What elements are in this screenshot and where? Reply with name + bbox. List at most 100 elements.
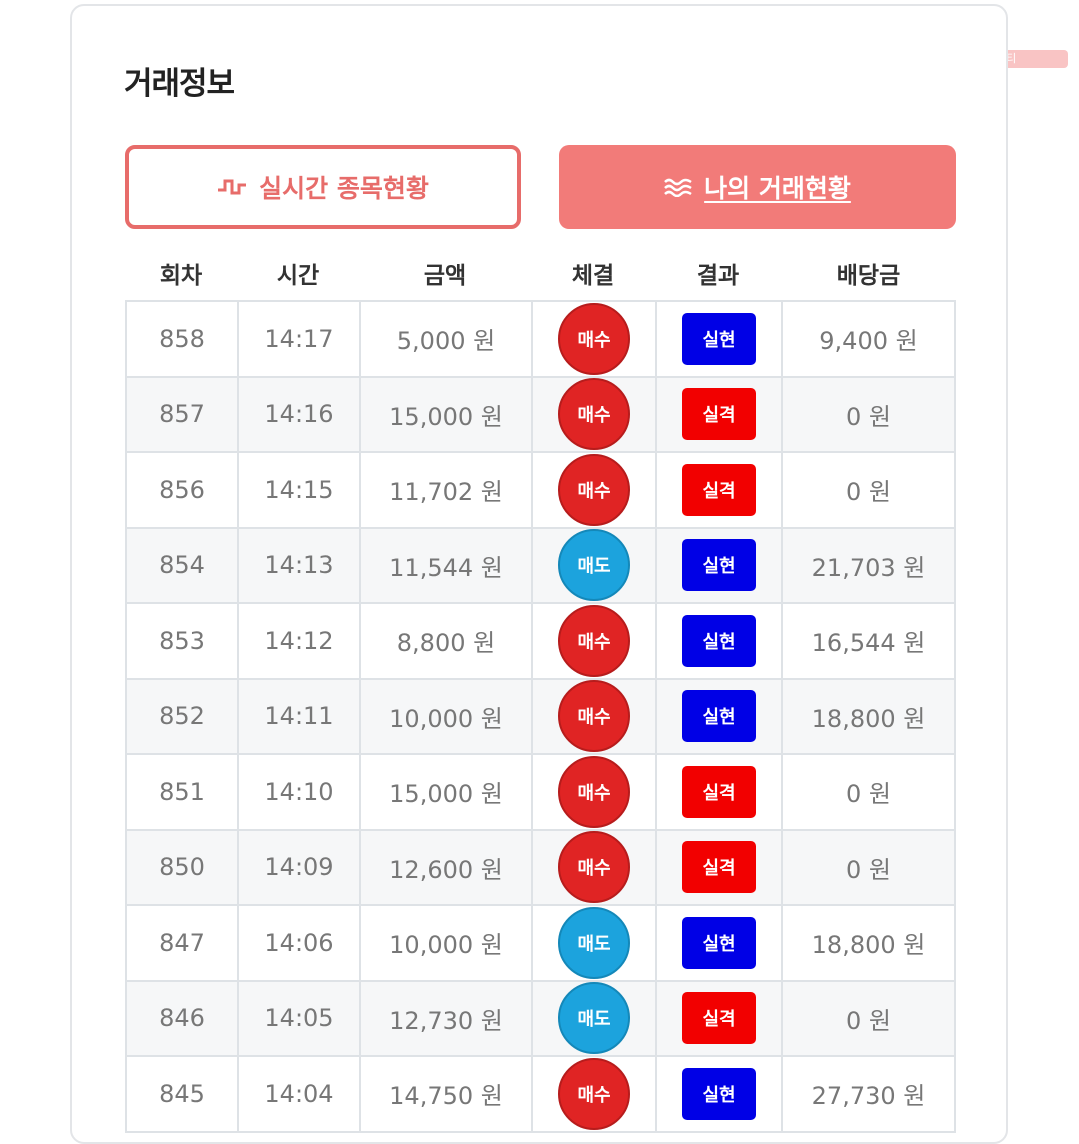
payout-value: 16,544 원	[811, 629, 926, 658]
time-cell: 14:05	[237, 981, 359, 1055]
waves-icon	[664, 178, 692, 197]
round-value: 850	[159, 853, 205, 882]
header-result: 결과	[696, 263, 740, 289]
table-row: 846 14:05 12,730 원 매도 실격 0 원	[125, 981, 956, 1057]
time-cell: 14:15	[237, 453, 359, 527]
payout-value: 21,703 원	[811, 553, 926, 582]
my-trades-label: 나의 거래현황	[704, 174, 851, 203]
round-value: 852	[159, 702, 205, 731]
round-cell: 858	[125, 302, 237, 376]
payout-cell: 9,400 원	[781, 302, 956, 376]
time-cell: 14:09	[237, 830, 359, 904]
result-cell: 실격	[655, 755, 781, 829]
amount-cell: 10,000 원	[359, 906, 531, 980]
payout-value: 0 원	[846, 1006, 891, 1035]
result-cell: 실격	[655, 453, 781, 527]
payout-value: 9,400 원	[819, 327, 918, 356]
result-cell: 실격	[655, 377, 781, 451]
execution-cell: 매수	[531, 453, 655, 527]
result-cell: 실현	[655, 1057, 781, 1131]
round-cell: 856	[125, 453, 237, 527]
round-cell: 857	[125, 377, 237, 451]
amount-cell: 15,000 원	[359, 377, 531, 451]
table-row: 857 14:16 15,000 원 매수 실격 0 원	[125, 377, 956, 453]
round-value: 846	[159, 1004, 205, 1033]
execution-badge: 매도	[558, 906, 630, 979]
page-title: 거래정보	[124, 66, 235, 102]
time-cell: 14:17	[237, 302, 359, 376]
time-value: 14:06	[264, 928, 334, 957]
header-time: 시간	[276, 263, 320, 289]
payout-cell: 0 원	[781, 377, 956, 451]
execution-badge: 매수	[558, 831, 630, 904]
execution-cell: 매수	[531, 604, 655, 678]
payout-cell: 0 원	[781, 981, 956, 1055]
time-cell: 14:11	[237, 679, 359, 753]
result-badge: 실현	[682, 614, 756, 667]
amount-cell: 8,800 원	[359, 604, 531, 678]
trade-table-body: 858 14:17 5,000 원 매수 실현 9,400 원 857 14:16 15,000…	[125, 300, 956, 1133]
payout-cell: 21,703 원	[781, 528, 956, 602]
execution-badge: 매수	[558, 604, 630, 677]
payout-cell: 27,730 원	[781, 1057, 956, 1131]
header-execution: 체결	[571, 263, 615, 289]
result-badge: 실격	[682, 992, 756, 1045]
time-value: 14:12	[264, 626, 334, 655]
live-status-button[interactable]: 실시간 종목현황	[125, 145, 521, 229]
round-cell: 852	[125, 679, 237, 753]
table-row: 852 14:11 10,000 원 매수 실현 18,800 원	[125, 679, 956, 755]
result-cell: 실현	[655, 906, 781, 980]
round-cell: 850	[125, 830, 237, 904]
time-value: 14:15	[264, 475, 334, 504]
amount-cell: 12,600 원	[359, 830, 531, 904]
execution-cell: 매수	[531, 830, 655, 904]
round-cell: 851	[125, 755, 237, 829]
round-cell: 846	[125, 981, 237, 1055]
amount-cell: 10,000 원	[359, 679, 531, 753]
time-value: 14:04	[264, 1079, 334, 1108]
table-row: 854 14:13 11,544 원 매도 실현 21,703 원	[125, 528, 956, 604]
amount-cell: 11,702 원	[359, 453, 531, 527]
result-cell: 실현	[655, 604, 781, 678]
time-cell: 14:06	[237, 906, 359, 980]
time-value: 14:16	[264, 400, 334, 429]
round-value: 853	[159, 626, 205, 655]
round-value: 845	[159, 1079, 205, 1108]
amount-value: 12,730 원	[389, 1006, 503, 1035]
amount-cell: 14,750 원	[359, 1057, 531, 1131]
round-cell: 853	[125, 604, 237, 678]
time-value: 14:17	[264, 324, 334, 353]
round-value: 847	[159, 928, 205, 957]
round-cell: 854	[125, 528, 237, 602]
execution-badge: 매수	[558, 302, 630, 375]
payout-value: 0 원	[846, 780, 891, 809]
execution-badge: 매수	[558, 1057, 630, 1130]
payout-value: 0 원	[846, 855, 891, 884]
time-cell: 14:16	[237, 377, 359, 451]
header-payout: 배당금	[836, 263, 901, 289]
amount-cell: 15,000 원	[359, 755, 531, 829]
execution-badge: 매도	[558, 529, 630, 602]
result-badge: 실격	[682, 765, 756, 818]
table-row: 853 14:12 8,800 원 매수 실현 16,544 원	[125, 604, 956, 680]
execution-cell: 매수	[531, 679, 655, 753]
execution-badge: 매수	[558, 755, 630, 828]
result-cell: 실현	[655, 679, 781, 753]
payout-cell: 16,544 원	[781, 604, 956, 678]
execution-cell: 매수	[531, 377, 655, 451]
table-header: 회차 시간 금액 체결 결과 배당금	[125, 252, 956, 300]
result-badge: 실현	[682, 539, 756, 592]
live-status-label: 실시간 종목현황	[259, 174, 429, 203]
execution-badge: 매수	[558, 378, 630, 451]
amount-value: 12,600 원	[389, 855, 503, 884]
execution-cell: 매도	[531, 981, 655, 1055]
payout-cell: 0 원	[781, 830, 956, 904]
amount-value: 8,800 원	[396, 629, 496, 658]
payout-value: 27,730 원	[811, 1082, 926, 1111]
amount-value: 5,000 원	[396, 327, 496, 356]
my-trades-button[interactable]: 나의 거래현황	[559, 145, 956, 229]
time-value: 14:05	[264, 1004, 334, 1033]
payout-value: 18,800 원	[811, 704, 926, 733]
payout-cell: 18,800 원	[781, 679, 956, 753]
amount-value: 15,000 원	[389, 402, 503, 431]
